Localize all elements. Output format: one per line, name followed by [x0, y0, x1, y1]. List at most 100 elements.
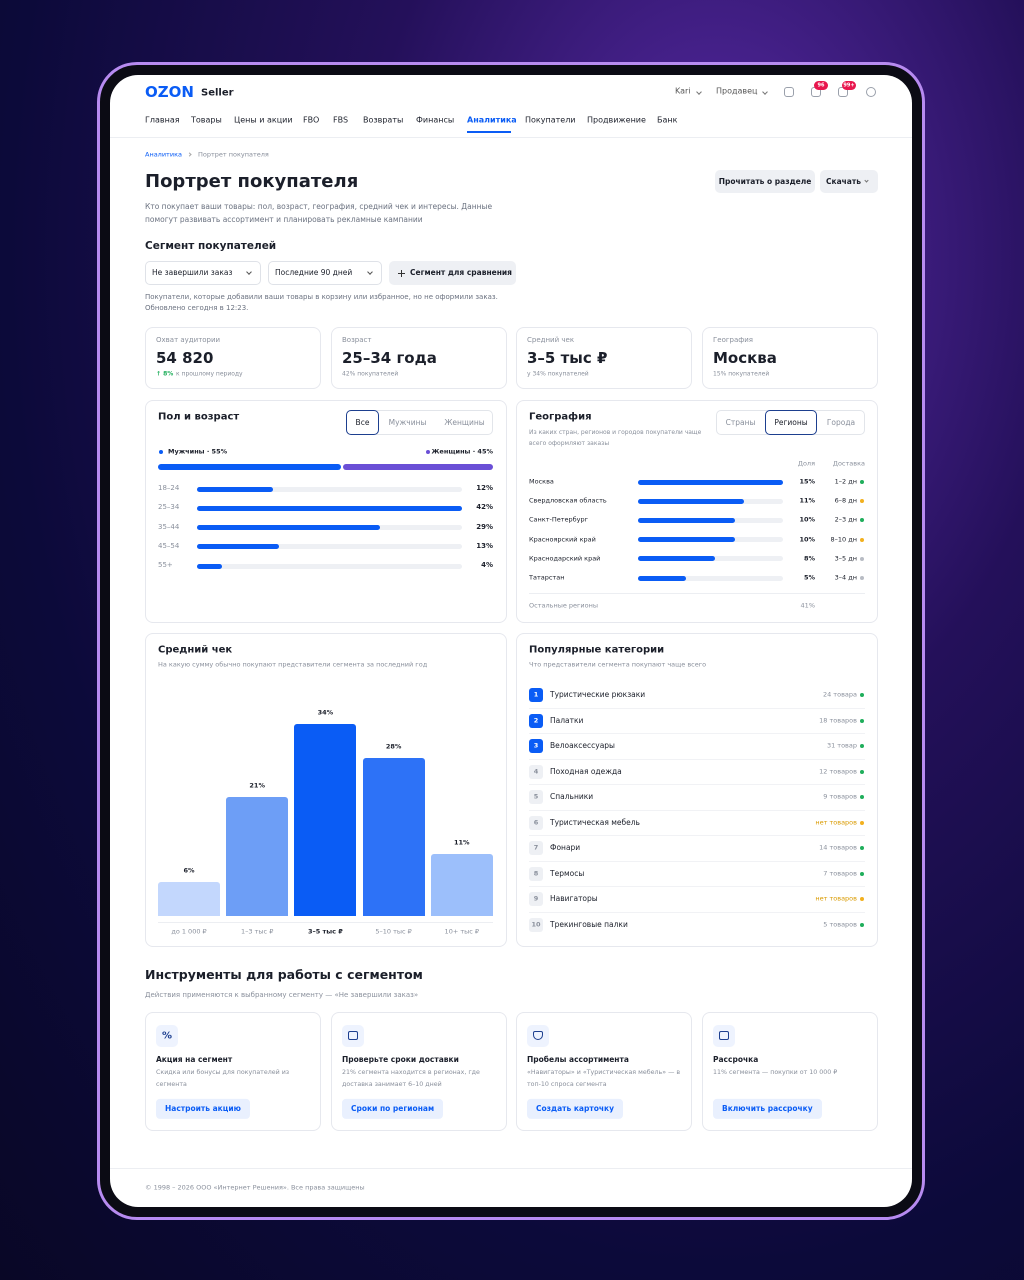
age-label: 18–24: [158, 484, 180, 493]
header-icon[interactable]: [784, 87, 794, 97]
tool-title: Проверьте сроки доставки: [342, 1054, 459, 1064]
divider: [529, 758, 865, 760]
nav-item[interactable]: Банк: [657, 115, 678, 125]
panel-title: Популярные категории: [529, 644, 665, 656]
age-value: 4%: [481, 561, 493, 570]
age-label: 25–34: [158, 503, 180, 512]
filter[interactable]: [145, 261, 261, 285]
x-label: до 1 000 ₽: [171, 927, 207, 936]
tab[interactable]: Все: [355, 417, 370, 427]
card: [516, 327, 692, 389]
kpi-label: Средний чек: [527, 336, 575, 345]
tool-text: 21% сегмента находится в регионах, где д…: [342, 1069, 480, 1088]
tab[interactable]: Регионы: [774, 417, 808, 427]
rank: 2: [533, 715, 539, 724]
rank: 4: [533, 766, 539, 775]
filter-label: Последние 90 дней: [275, 267, 353, 277]
panel-subtitle: На какую сумму обычно покупают представи…: [158, 660, 428, 669]
button-label: Прочитать о разделе: [718, 176, 812, 186]
tab[interactable]: Страны: [725, 417, 756, 427]
status-dot: [860, 820, 864, 825]
tool-button[interactable]: Включить рассрочку: [713, 1098, 822, 1120]
badge: [842, 81, 856, 90]
nav-item[interactable]: Цены и акции: [234, 115, 293, 125]
region-name: Татарстан: [529, 573, 565, 582]
tool-button[interactable]: Сроки по регионам: [342, 1098, 444, 1120]
button[interactable]: [715, 170, 815, 193]
panel-title: Пол и возраст: [158, 411, 240, 423]
category-count: 9 товаров: [823, 792, 857, 801]
kpi-sub: к прошлому периоду: [176, 370, 243, 378]
icon: %: [161, 1030, 173, 1042]
category-name: Туристическая мебель: [550, 817, 640, 827]
divider: [110, 137, 912, 138]
share-value: 10%: [799, 535, 815, 544]
account[interactable]: Kari: [675, 86, 691, 96]
region-name: Краснодарский край: [529, 554, 601, 563]
nav-item[interactable]: Покупатели: [525, 115, 576, 125]
delivery: 2–3 дн: [834, 515, 857, 524]
category-name: Туристические рюкзаки: [550, 689, 646, 699]
nav-item[interactable]: Главная: [145, 115, 180, 125]
bar: [294, 724, 357, 916]
divider: [529, 809, 865, 811]
tab-active[interactable]: [765, 410, 817, 435]
kpi-value: 54 820: [156, 348, 214, 367]
badge: [814, 81, 828, 90]
button[interactable]: [820, 170, 878, 193]
track: [197, 486, 462, 492]
nav-item[interactable]: Продвижение: [587, 115, 646, 125]
nav-item[interactable]: Финансы: [416, 115, 455, 125]
category-count: 5 товаров: [823, 919, 857, 928]
region-name: Красноярский край: [529, 535, 596, 544]
status-dot: [860, 576, 864, 580]
tab[interactable]: Мужчины: [388, 417, 427, 427]
filter[interactable]: [268, 261, 382, 285]
divider: [529, 593, 865, 594]
tab-active[interactable]: [346, 410, 379, 435]
share-value: 8%: [803, 554, 815, 563]
status-dot: [860, 897, 864, 901]
category-name: Навигаторы: [550, 893, 598, 903]
status-dot: [860, 499, 864, 504]
role[interactable]: Продавец: [716, 86, 758, 96]
region-name: Санкт-Петербург: [529, 515, 589, 524]
updated: Обновлено сегодня в 12:23.: [145, 304, 249, 313]
nav-item[interactable]: FBS: [333, 115, 349, 125]
rank: 9: [533, 894, 539, 903]
nav-item[interactable]: Возвраты: [363, 115, 404, 125]
kpi-label: География: [713, 336, 754, 345]
divider: [529, 886, 865, 887]
header-icon[interactable]: [866, 87, 876, 97]
page-title: Портрет покупателя: [145, 171, 359, 193]
status-dot: [860, 846, 864, 850]
rank-box: [529, 841, 543, 855]
breadcrumb[interactable]: Аналитика: [145, 150, 182, 159]
rank-box: [529, 739, 543, 753]
gender-bar: [343, 464, 493, 470]
rank-box: [529, 790, 543, 804]
card: [145, 327, 321, 389]
compare-button[interactable]: [389, 261, 516, 285]
bar-value: 6%: [183, 866, 195, 875]
icon-box: [713, 1025, 735, 1047]
tab[interactable]: Женщины: [444, 417, 485, 427]
tab[interactable]: Города: [826, 417, 856, 427]
nav-item[interactable]: Аналитика: [467, 115, 517, 125]
share-bar: [638, 537, 735, 543]
category-count: 18 товаров: [819, 715, 857, 724]
status-dot: [860, 795, 864, 799]
kpi-label: Возраст: [342, 336, 372, 345]
page-description: Кто покупает ваши товары: пол, возраст, …: [145, 202, 493, 224]
status-dot: [860, 744, 864, 748]
nav-item[interactable]: Товары: [191, 115, 222, 125]
tool-button[interactable]: Создать карточку: [527, 1098, 623, 1120]
nav-underline: [467, 131, 511, 133]
kpi-sub: у 34% покупателей: [527, 370, 589, 378]
share-bar: [638, 498, 745, 504]
gender-bar: [158, 464, 342, 470]
tool-button[interactable]: Настроить акцию: [156, 1098, 250, 1120]
nav-item[interactable]: FBO: [303, 115, 320, 125]
footer: © 1998 – 2026 ООО «Интернет Решения». Вс…: [145, 1183, 365, 1192]
